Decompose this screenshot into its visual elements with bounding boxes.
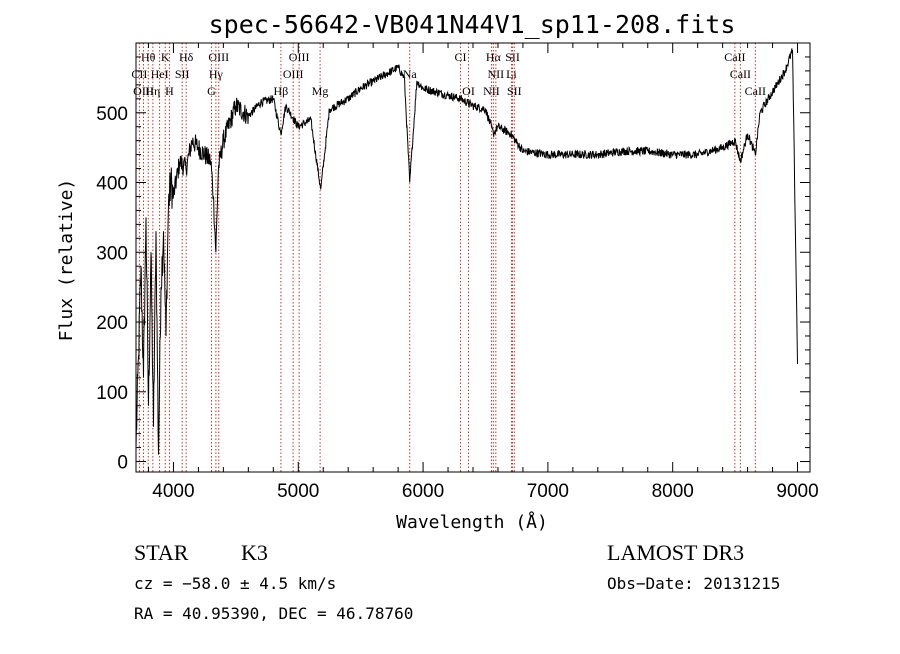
spectral-line-label: Hθ (141, 50, 156, 64)
y-axis-label: Flux (relative) (56, 179, 77, 342)
y-tick-label: 100 (96, 383, 128, 404)
spectral-line-label: SII (507, 84, 522, 98)
y-tick-label: 200 (96, 313, 128, 334)
spectral-line-label: OIII (283, 67, 304, 81)
spectral-line-label: Li (506, 67, 517, 81)
y-tick-label: 300 (96, 243, 128, 264)
spectral-line-label: CaII (745, 84, 766, 98)
spectral-line-label: K (161, 50, 170, 64)
spectral-line-label: SII (505, 50, 520, 64)
spectral-line-label: OIII (289, 50, 310, 64)
spectrum-series-0 (135, 48, 798, 455)
spectral-line-label: CaII (724, 50, 745, 64)
spectral-line-label: Mg (312, 84, 329, 98)
spectral-line-label: H (165, 84, 174, 98)
observation-date: Obs−Date: 20131215 (607, 574, 780, 593)
spectral-line-label: Hδ (179, 50, 194, 64)
x-tick-label: 8000 (652, 481, 694, 502)
x-tick-label: 4000 (152, 481, 194, 502)
chart-title: spec-56642-VB041N44V1_sp11-208.fits (209, 10, 736, 39)
spectral-line-label: HeI (151, 67, 169, 81)
spectral-line-label: NII (488, 67, 505, 81)
survey-name: LAMOST DR3 (607, 540, 744, 565)
spectral-line-label: Hα (486, 50, 502, 64)
spectral-line-label: G (207, 84, 216, 98)
spectral-line-label: Hγ (209, 67, 224, 81)
spectral-line-label: SII (175, 67, 190, 81)
spectral-line-label: Hη (145, 84, 160, 98)
axis-ticks: 4000 5000 6000 7000 8000 9000 0 100 200 300 400 500 (96, 43, 819, 502)
x-tick-label: 9000 (776, 481, 818, 502)
spectral-line-label: CII (131, 67, 147, 81)
spectral-line-label: NII (483, 84, 500, 98)
spectral-line-label: CI (455, 50, 467, 64)
spectral-line-label: Hβ (274, 84, 289, 98)
x-tick-label: 7000 (527, 481, 569, 502)
spectral-line-label: OI (462, 84, 475, 98)
spectral-line-label: CaII (730, 67, 751, 81)
y-tick-label: 400 (96, 174, 128, 195)
spectral-line-label: OIII (208, 50, 229, 64)
x-tick-label: 5000 (277, 481, 319, 502)
x-tick-label: 6000 (402, 481, 444, 502)
spectral-line-label: Na (403, 67, 418, 81)
object-class: STAR (134, 540, 189, 565)
object-subclass: K3 (241, 540, 268, 565)
redshift-readout: cz = −58.0 ± 4.5 km/s (134, 574, 336, 593)
x-axis-label: Wavelength (Å) (396, 511, 548, 533)
y-tick-label: 0 (117, 453, 128, 474)
spectrum-data (135, 48, 798, 455)
coordinates-readout: RA = 40.95390, DEC = 46.78760 (134, 604, 413, 623)
y-tick-label: 500 (96, 104, 128, 125)
spectral-line-label: OIII (133, 84, 154, 98)
